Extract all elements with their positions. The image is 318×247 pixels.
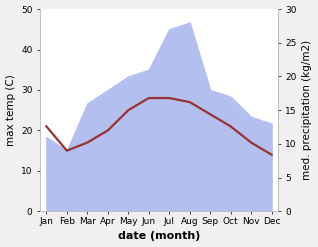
Y-axis label: max temp (C): max temp (C) [5, 74, 16, 146]
X-axis label: date (month): date (month) [118, 231, 200, 242]
Y-axis label: med. precipitation (kg/m2): med. precipitation (kg/m2) [302, 40, 313, 180]
